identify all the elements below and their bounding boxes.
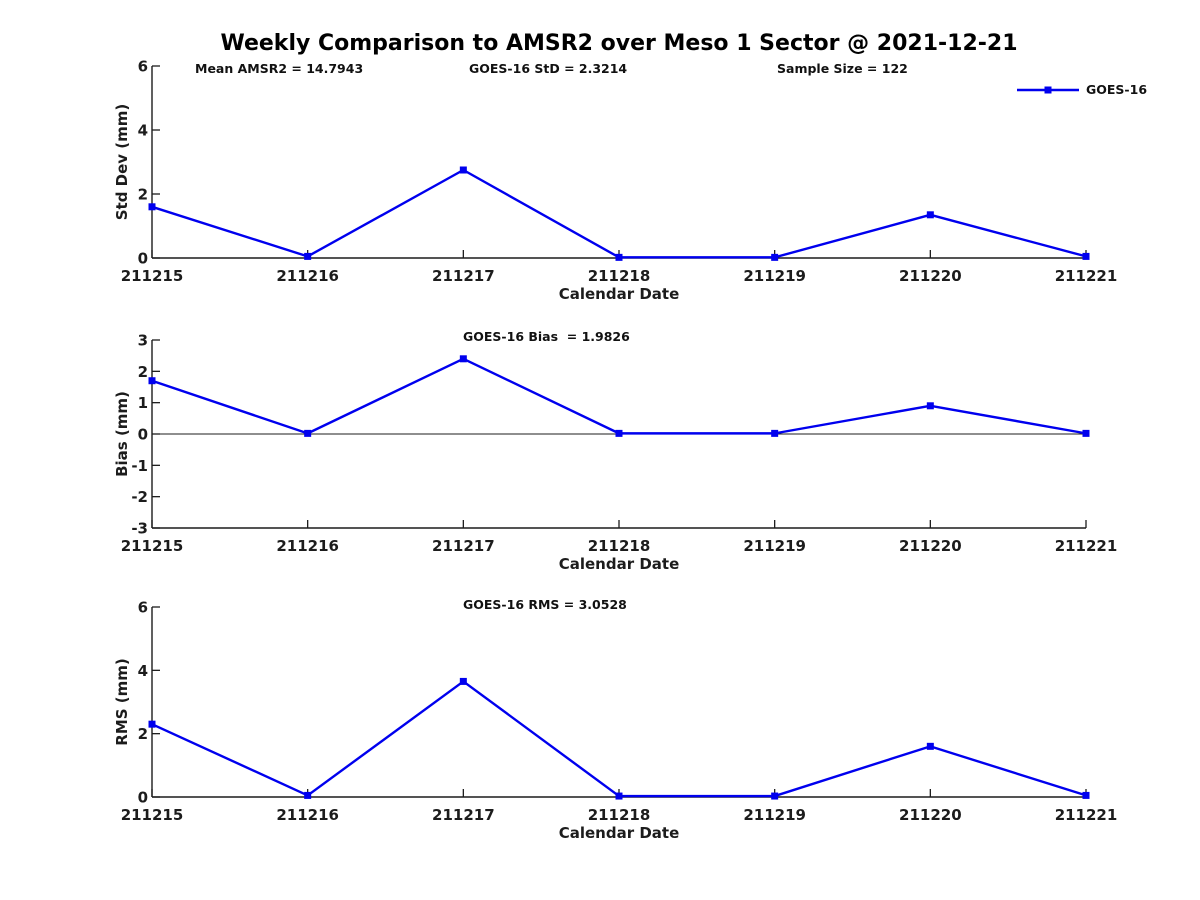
std-dev-data-point-marker [771, 253, 779, 261]
x-tick-label: 211216 [276, 806, 339, 824]
annotation-goes16-std: GOES-16 StD = 2.3214 [469, 61, 628, 76]
bias-data-point-marker [304, 429, 312, 437]
std-dev-data-point-marker [1082, 252, 1090, 260]
y-tick-label: 4 [138, 122, 148, 140]
std-dev-ylabel: Std Dev (mm) [113, 104, 131, 221]
rms-data-point-marker [771, 792, 779, 800]
bias-data-point-marker [615, 429, 623, 437]
std-dev-data-point-marker [615, 253, 623, 261]
x-tick-label: 211218 [588, 537, 651, 555]
x-tick-label: 211215 [121, 806, 184, 824]
x-tick-label: 211216 [276, 267, 339, 285]
x-tick-label: 211217 [432, 806, 495, 824]
x-tick-label: 211219 [743, 537, 806, 555]
x-tick-label: 211219 [743, 267, 806, 285]
rms-series-line [151, 680, 1087, 798]
x-tick-label: 211221 [1055, 806, 1118, 824]
y-tick-label: 2 [138, 363, 148, 381]
std-dev-data-point-marker [459, 166, 467, 174]
x-tick-label: 211220 [899, 806, 962, 824]
rms-ylabel: RMS (mm) [113, 658, 131, 745]
legend-marker-icon [1044, 86, 1052, 93]
y-tick-label: -1 [131, 457, 148, 475]
std-dev-data-point-marker [926, 211, 934, 219]
x-tick-label: 211218 [588, 806, 651, 824]
bias-xlabel: Calendar Date [559, 555, 680, 573]
bias-data-point-marker [771, 429, 779, 437]
legend: GOES-16 [1015, 82, 1147, 97]
y-tick-label: -3 [131, 520, 148, 538]
std-dev-data-point-marker [304, 252, 312, 260]
y-tick-label: 0 [138, 250, 148, 268]
bias-data-point-marker [148, 377, 156, 385]
rms-xlabel: Calendar Date [559, 824, 680, 842]
rms-data-point-marker [926, 742, 934, 750]
x-tick-label: 211219 [743, 806, 806, 824]
y-tick-label: 3 [138, 332, 148, 350]
y-tick-label: 2 [138, 186, 148, 204]
y-tick-label: 6 [138, 599, 148, 617]
rms-data-point-marker [304, 791, 312, 799]
x-tick-label: 211218 [588, 267, 651, 285]
bias-data-point-marker [459, 355, 467, 363]
rms-data-point-marker [1082, 791, 1090, 799]
bias-data-point-marker [1082, 429, 1090, 437]
y-tick-label: 2 [138, 725, 148, 743]
bias-ylabel: Bias (mm) [113, 391, 131, 477]
annotation-goes16-bias: GOES-16 Bias = 1.9826 [463, 329, 630, 344]
y-tick-label: -2 [131, 488, 148, 506]
y-tick-label: 0 [138, 426, 148, 444]
bias-series-line [151, 357, 1087, 435]
y-tick-label: 6 [138, 58, 148, 76]
x-tick-label: 211215 [121, 537, 184, 555]
x-tick-label: 211216 [276, 537, 339, 555]
x-tick-label: 211221 [1055, 537, 1118, 555]
chart-title: Weekly Comparison to AMSR2 over Meso 1 S… [220, 31, 1018, 56]
x-tick-label: 211221 [1055, 267, 1118, 285]
y-tick-label: 1 [138, 394, 148, 412]
rms-data-point-marker [459, 677, 467, 685]
y-tick-label: 0 [138, 789, 148, 807]
x-tick-label: 211220 [899, 267, 962, 285]
legend-label: GOES-16 [1086, 82, 1148, 97]
x-tick-label: 211220 [899, 537, 962, 555]
std-dev-data-point-marker [148, 203, 156, 211]
annotation-mean-amsr2: Mean AMSR2 = 14.7943 [195, 61, 364, 76]
x-tick-label: 211217 [432, 537, 495, 555]
rms-data-point-marker [615, 792, 623, 800]
rms-data-point-marker [148, 720, 156, 728]
annotation-sample-size: Sample Size = 122 [777, 61, 908, 76]
std-dev-series-line [151, 168, 1087, 259]
x-tick-label: 211215 [121, 267, 184, 285]
y-tick-label: 4 [138, 662, 148, 680]
legend-swatch [1017, 86, 1079, 93]
std-dev-xlabel: Calendar Date [559, 285, 680, 303]
bias-data-point-marker [926, 402, 934, 410]
annotation-goes16-rms: GOES-16 RMS = 3.0528 [463, 597, 627, 612]
x-tick-label: 211217 [432, 267, 495, 285]
